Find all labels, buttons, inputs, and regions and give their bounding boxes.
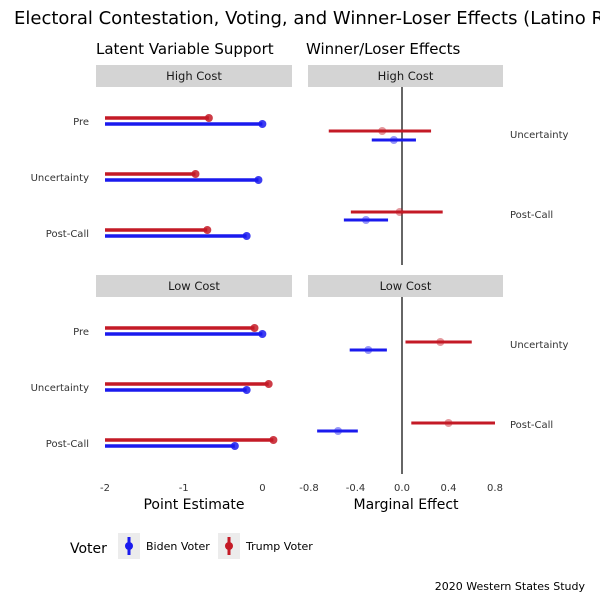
biden-point: [258, 330, 267, 338]
facet-strip-right-2: [308, 275, 503, 297]
y-tick-label: Uncertainty: [510, 340, 569, 351]
plot-area: High Cost Pre Uncertainty Post-Call Low Cost…: [31, 65, 569, 494]
y-tick-label: Post-Call: [46, 439, 89, 450]
biden-point: [242, 386, 251, 394]
legend-label: Biden Voter: [146, 540, 210, 553]
trump-point: [203, 226, 212, 234]
right-x-axis-title: Marginal Effect: [353, 497, 459, 513]
legend-key-point: [225, 542, 233, 550]
facet-strip-right-1: [308, 65, 503, 87]
facet-strip-label: High Cost: [166, 69, 222, 83]
y-tick-label: Post-Call: [46, 229, 89, 240]
trump-estimate: [436, 338, 445, 346]
left-x-axis-title: Point Estimate: [143, 497, 244, 513]
facet-strip-label: Low Cost: [168, 279, 220, 293]
caption: 2020 Western States Study: [435, 580, 586, 593]
y-tick-label: Pre: [73, 117, 89, 128]
x-tick-label: -1: [179, 483, 189, 494]
facet-strip-left-1: [96, 65, 292, 87]
x-tick-label: 0: [259, 483, 265, 494]
biden-point: [258, 120, 267, 128]
biden-estimate: [389, 136, 398, 144]
x-tick-label: -2: [100, 483, 110, 494]
x-tick-label: 0.8: [487, 483, 503, 494]
trump-point: [250, 324, 259, 332]
facet-strip-label: High Cost: [378, 69, 434, 83]
y-tick-label: Post-Call: [510, 420, 553, 431]
biden-estimate: [361, 216, 370, 224]
biden-estimate: [334, 427, 343, 435]
y-tick-label: Uncertainty: [510, 130, 569, 141]
x-tick-label: -0.8: [299, 483, 319, 494]
y-tick-label: Uncertainty: [31, 173, 90, 184]
y-tick-label: Uncertainty: [31, 383, 90, 394]
y-tick-label: Post-Call: [510, 210, 553, 221]
x-tick-label: -0.4: [346, 483, 366, 494]
trump-point: [269, 436, 278, 444]
trump-point: [204, 114, 213, 122]
facet-strip-label: Low Cost: [380, 279, 432, 293]
trump-point: [264, 380, 273, 388]
legend: Voter Biden Voter Trump Voter: [70, 533, 313, 559]
right-subtitle: Winner/Loser Effects: [306, 40, 461, 58]
biden-point: [230, 442, 239, 450]
trump-estimate: [444, 419, 453, 427]
chart-title: Electoral Contestation, Voting, and Winn…: [14, 8, 600, 29]
y-tick-label: Pre: [73, 327, 89, 338]
legend-title: Voter: [70, 541, 107, 557]
legend-key-point: [125, 542, 133, 550]
biden-point: [242, 232, 251, 240]
x-tick-label: 0.4: [441, 483, 457, 494]
biden-estimate: [364, 346, 373, 354]
legend-label: Trump Voter: [245, 540, 313, 553]
biden-point: [254, 176, 263, 184]
facet-strip-left-2: [96, 275, 292, 297]
x-tick-label: 0.0: [394, 483, 410, 494]
trump-estimate: [378, 127, 387, 135]
trump-point: [191, 170, 200, 178]
trump-estimate: [395, 208, 404, 216]
left-subtitle: Latent Variable Support: [96, 40, 274, 58]
